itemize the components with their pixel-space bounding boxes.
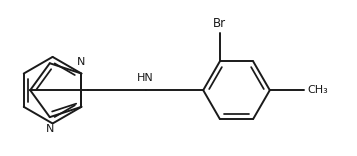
Text: Br: Br (213, 17, 226, 30)
Text: HN: HN (137, 73, 154, 83)
Text: N: N (46, 124, 54, 134)
Text: N: N (77, 57, 86, 67)
Text: CH₃: CH₃ (307, 85, 328, 95)
